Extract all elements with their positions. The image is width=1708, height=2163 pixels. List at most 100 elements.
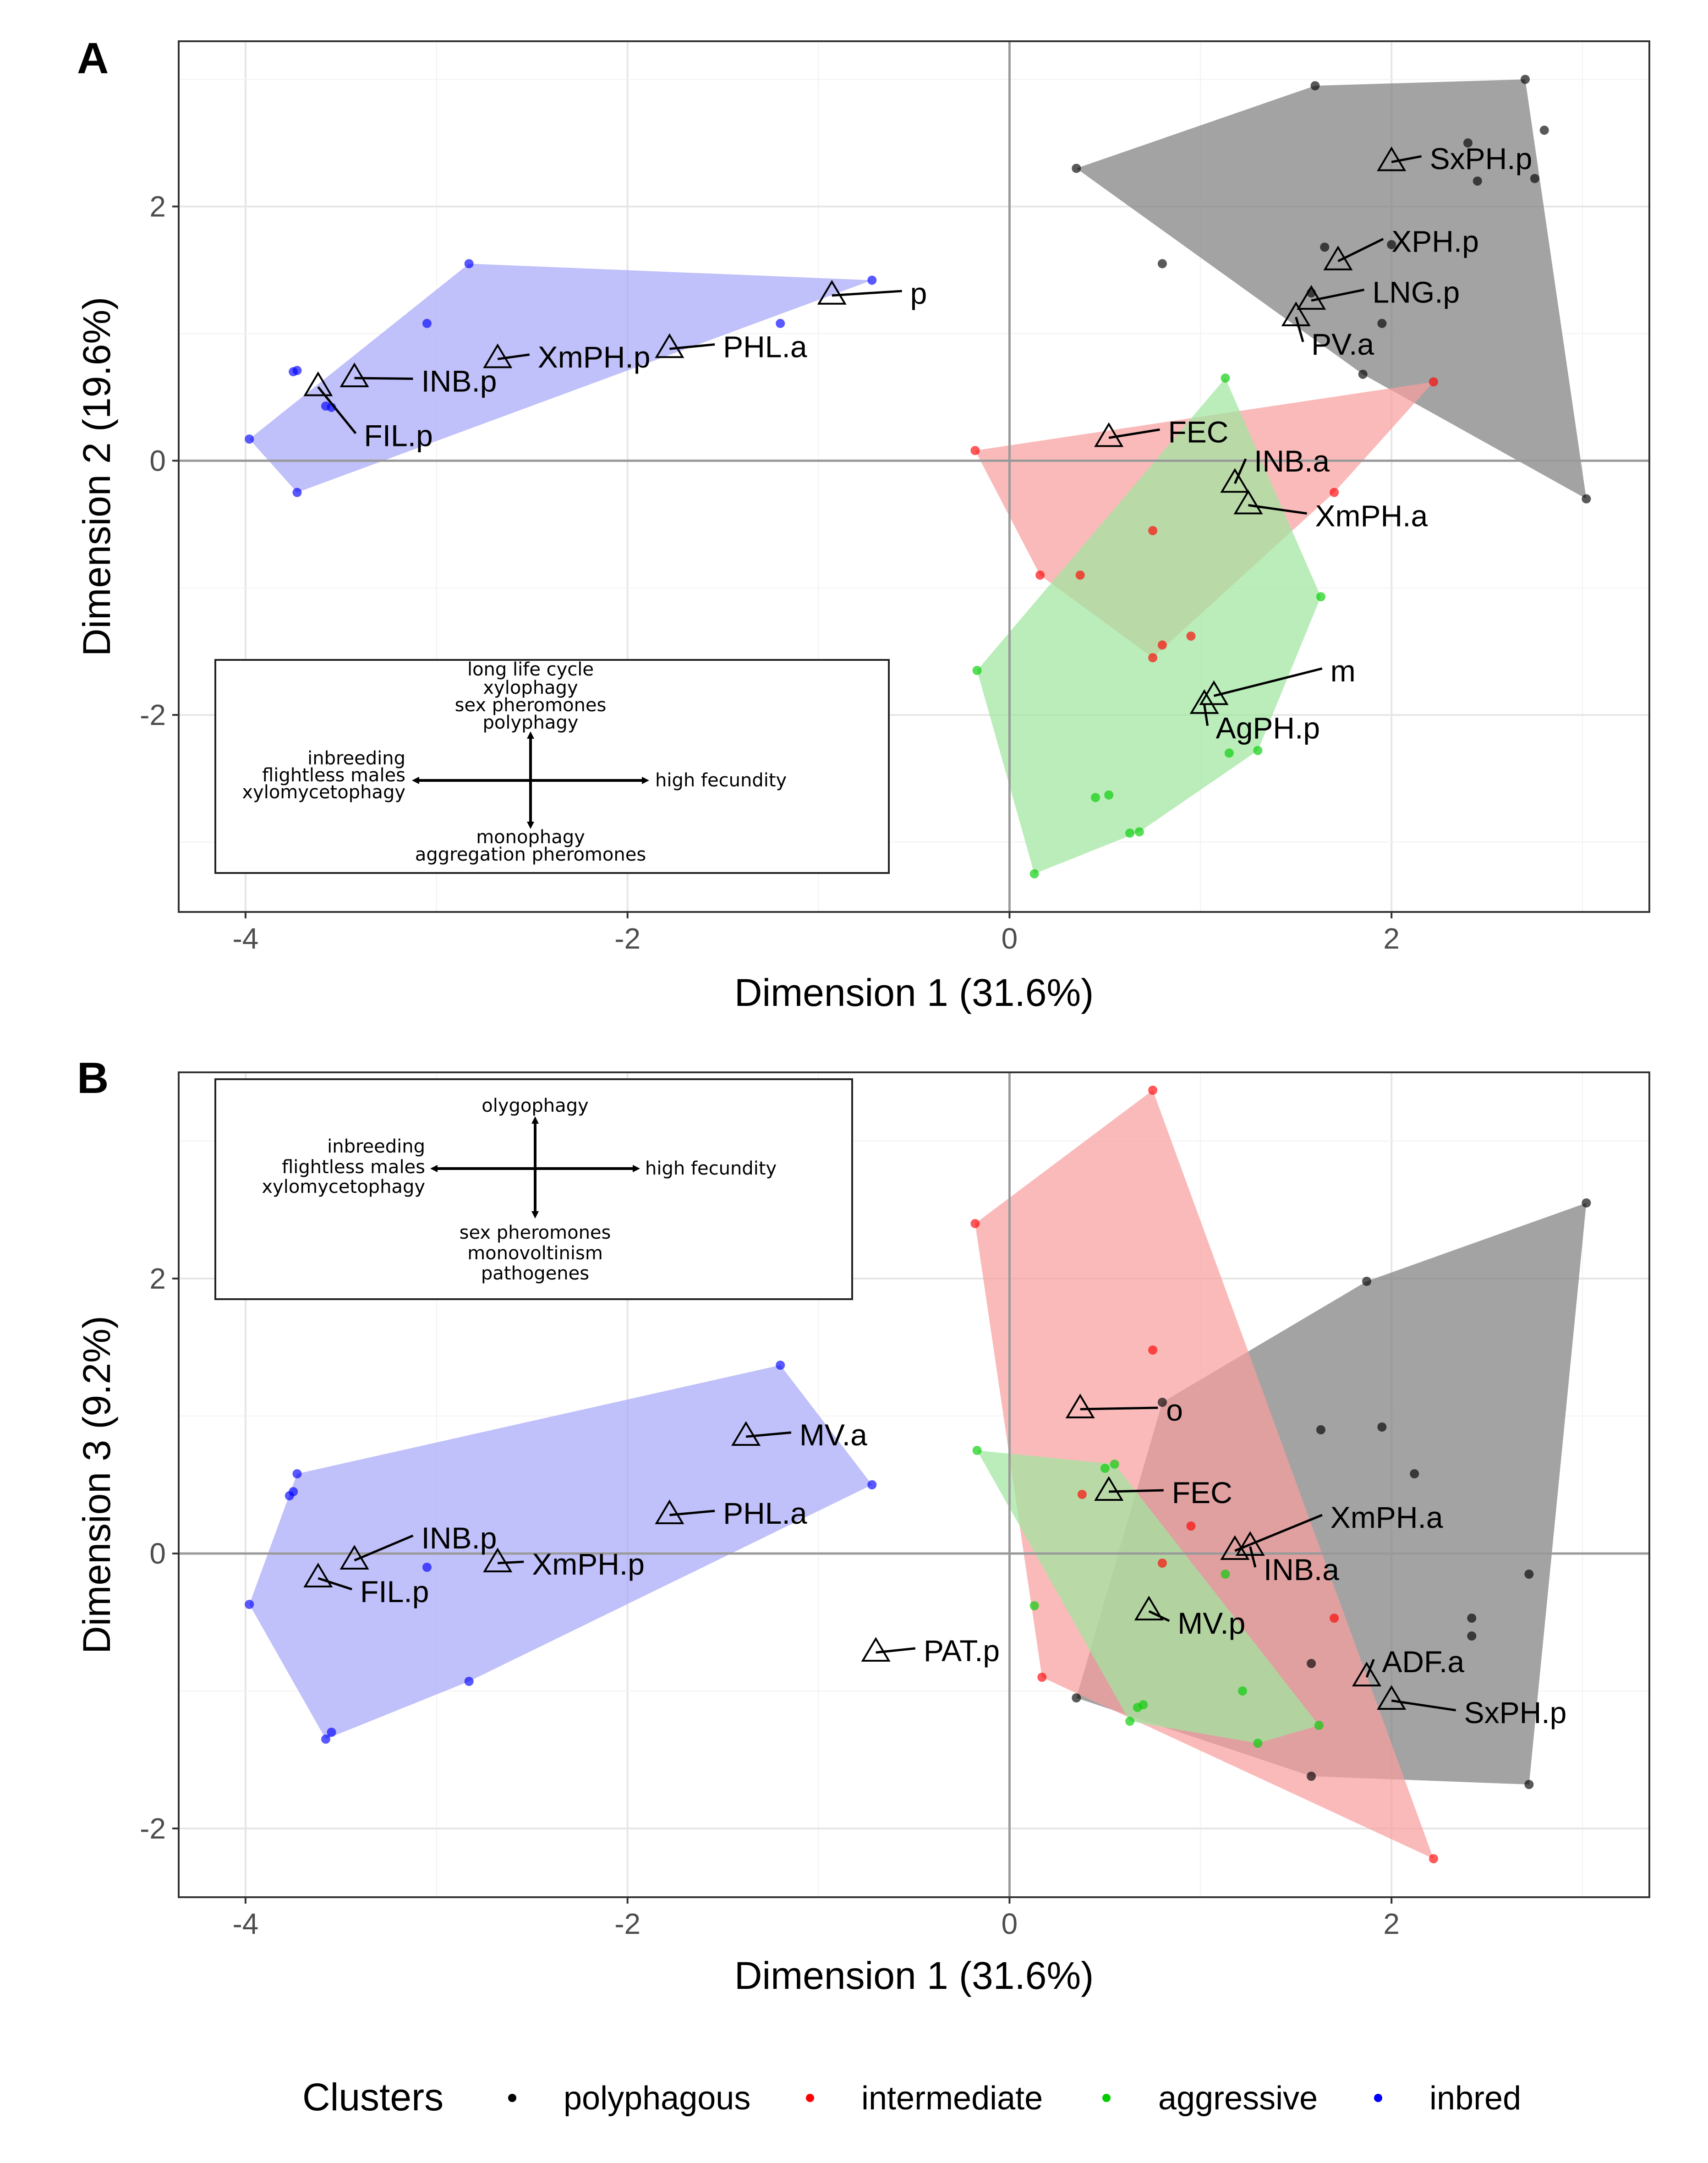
variable-triangle [1323,245,1353,270]
point-aggressive [1125,1717,1135,1726]
point-polyphagous [1310,81,1320,91]
variable-triangle [1233,489,1263,515]
variable-label: PV.a [1311,327,1374,361]
label-leader [354,377,413,380]
variable-label: INB.a [1254,444,1330,478]
panel-a-variable-markers: p PHL.a XmPH.p INB.p FIL.p FEC INB.a XmPH.a m AgP… [303,142,1533,745]
variable-label: SxPH.p [1430,142,1533,176]
point-polyphagous [1521,75,1530,84]
point-aggressive [1253,746,1263,755]
panel-b-inset-arrowhead-down [531,1211,539,1219]
panel-a: p PHL.a XmPH.p INB.p FIL.p FEC INB.a XmPH.a m AgP… [75,34,1650,1014]
point-polyphagous [1524,1780,1534,1789]
panel-b-inset-arrowhead-up [531,1116,539,1124]
variable-label: FEC [1172,1476,1232,1510]
panel-a-zero-lines [179,41,1649,912]
point-aggressive [1224,748,1234,758]
hull-aggressive [977,1450,1319,1743]
panel-a-inset-arrowhead-up [527,731,534,739]
variable-label: XmPH.p [532,1547,645,1581]
panel-b-frame [178,1071,1650,1898]
point-intermediate [1157,1559,1167,1568]
panel-b-inset-arrowhead-right [633,1165,640,1172]
inset-a-top-1: long life cycle [467,659,594,680]
variable-label: FIL.p [360,1575,429,1609]
point-aggressive [1238,1686,1248,1696]
panel-b-ticks: -4 -2 0 2 -2 0 2 [140,1262,1400,1940]
panel-b-letter: B [77,1054,109,1103]
variable-triangle [1134,1596,1164,1620]
point-intermediate [1075,570,1085,580]
x-tick-label: -4 [232,1907,258,1940]
panel-a-hulls [249,79,1587,874]
label-leader [497,353,530,360]
inset-b-left-3: xylomycetophagy [262,1176,425,1197]
variable-label: PAT.p [924,1634,1000,1668]
inset-a-right-1: high fecundity [655,770,787,791]
point-aggressive [1316,592,1325,602]
y-tick-label: -2 [140,698,166,731]
x-tick-label: -2 [614,922,640,955]
point-polyphagous [1157,259,1167,269]
point-inbred [422,318,432,328]
point-polyphagous [1467,1614,1477,1623]
variable-label: MV.a [799,1418,867,1452]
variable-label: LNG.p [1373,275,1460,309]
point-aggressive [1253,1739,1263,1748]
point-polyphagous [1072,1693,1081,1702]
variable-triangle [817,280,847,305]
inset-a-top-2: xylophagy [483,677,578,698]
variable-label: XmPH.p [538,340,651,374]
point-intermediate [970,1219,980,1228]
inset-a-top-3: sex pheromones [455,695,607,716]
variable-triangle [1281,301,1311,326]
y-tick-label: -2 [140,1812,166,1845]
variable-label: SxPH.p [1464,1696,1567,1729]
label-leader [318,1577,352,1591]
label-leader [876,1647,916,1654]
label-leader [1337,238,1384,263]
legend-key-intermediate [806,2094,814,2102]
point-inbred [292,366,302,375]
inset-b-top-1: olygophagy [482,1095,588,1116]
variable-triangle [483,1548,513,1572]
point-polyphagous [1582,494,1591,504]
point-polyphagous [1316,1425,1325,1434]
point-polyphagous [1307,1772,1316,1781]
point-intermediate [1429,377,1438,387]
panel-a-frame [178,40,1650,913]
point-inbred [867,275,877,285]
panel-a-inset-frame [214,659,890,874]
variable-label: ADF.a [1382,1645,1464,1679]
point-polyphagous [1358,369,1368,379]
point-aggressive [1134,827,1144,837]
variable-label: FIL.p [364,419,432,453]
variable-triangle [339,362,369,388]
x-tick-label: -4 [232,922,258,955]
panel-a-letter: A [77,34,109,83]
point-polyphagous [1530,174,1539,183]
variable-triangle [1235,1531,1265,1556]
y-tick-label: 2 [149,1262,166,1295]
x-tick-label: 2 [1383,922,1400,955]
panel-a-loadings-inset: long life cycle xylophagy sex pheromones… [214,659,890,874]
point-inbred [464,1677,474,1686]
panel-b-x-axis-title: Dimension 1 (31.6%) [734,1954,1094,1997]
point-polyphagous [1387,240,1396,249]
point-intermediate [1148,653,1158,663]
label-leader [832,290,902,297]
point-inbred [292,1469,302,1478]
label-leader [498,1560,524,1565]
variable-triangle [655,333,684,358]
variable-triangle [303,1563,333,1587]
x-tick-label: 0 [1002,922,1018,955]
inset-a-bottom-1: monophagy [476,827,585,848]
variable-triangle [1199,680,1229,705]
variable-triangle [1094,1476,1124,1501]
variable-triangle [861,1637,891,1662]
clusters-legend: Clusters polyphagous intermediate aggres… [302,2075,1521,2119]
inset-b-left-1: inbreeding [327,1136,425,1157]
hull-inbred [249,264,872,493]
point-polyphagous [1410,1469,1419,1478]
variable-triangle [1352,1662,1382,1686]
